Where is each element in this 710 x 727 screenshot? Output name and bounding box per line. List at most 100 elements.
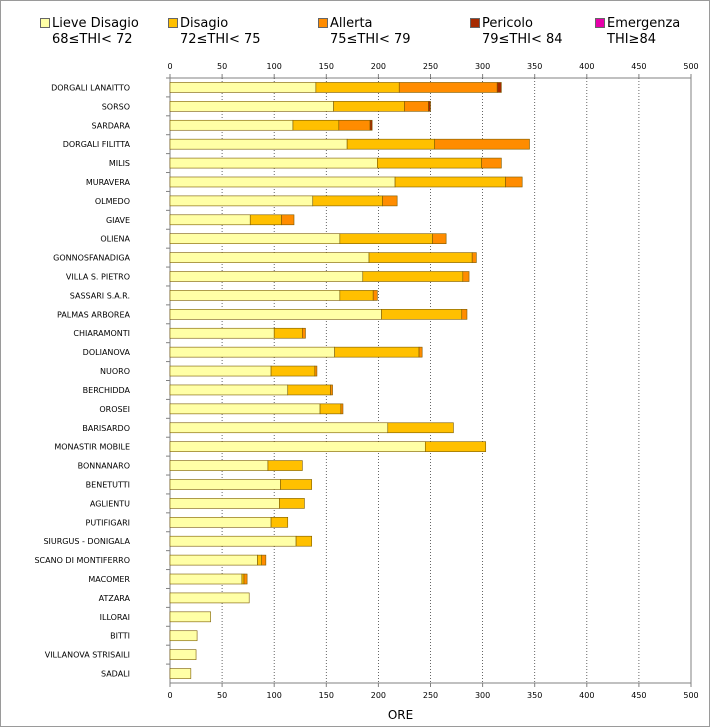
bar-segment [372, 290, 378, 301]
bar-segment [292, 119, 340, 131]
x-axis-label: ORE [388, 708, 413, 722]
category-label: ILLORAI [100, 613, 130, 622]
bar-segment [424, 441, 487, 452]
x-tick-label-top: 150 [319, 62, 334, 71]
category-label: VILLA S. PIETRO [66, 273, 130, 282]
bar-segment [169, 365, 272, 377]
x-tick-label-top: 50 [217, 62, 227, 71]
category-label: GONNOSFANADIGA [53, 254, 130, 263]
bar-segment [369, 119, 373, 131]
bar-segment [257, 554, 262, 566]
bar-segment [169, 479, 281, 490]
category-label: BONNANARO [78, 462, 130, 471]
legend-range: 72≤THI< 75 [180, 32, 261, 47]
bar-segment [169, 119, 294, 131]
bar-segment [428, 101, 431, 112]
legend-range: 79≤THI< 84 [482, 32, 563, 47]
bar-segment [169, 138, 348, 150]
bar-segment [169, 554, 258, 566]
bar-segment [434, 138, 530, 150]
category-label: DOLIANOVA [83, 348, 131, 357]
bar-segment [169, 157, 378, 169]
legend-name: Pericolo [482, 16, 533, 31]
category-label: OLMEDO [95, 197, 130, 206]
category-label: BITTI [110, 632, 130, 641]
x-tick-label-bottom: 350 [527, 691, 542, 700]
legend-name: Emergenza [607, 16, 681, 31]
category-label: PUTIFIGARI [86, 518, 130, 527]
category-label: NUORO [100, 367, 130, 376]
bar-segment [362, 271, 464, 282]
bar-segment [382, 195, 398, 207]
bar-segment [496, 82, 502, 93]
bar-segment [169, 611, 211, 623]
x-tick-label-top: 350 [527, 62, 542, 71]
bar-segment [243, 573, 248, 585]
category-label: GIAVE [106, 216, 130, 225]
bar-segment [169, 441, 426, 452]
x-tick-label-bottom: 0 [167, 691, 172, 700]
bar-segment [169, 252, 370, 263]
bar-segment [169, 271, 364, 282]
bar-segment [169, 346, 335, 358]
bar-segment [505, 176, 523, 188]
bar-segment [432, 233, 447, 245]
category-label: SORSO [102, 102, 130, 111]
bar-segment [377, 157, 482, 169]
legend-swatch [168, 18, 178, 28]
bar-segment [169, 233, 341, 245]
category-label: DORGALI LANAITTO [51, 83, 130, 92]
bar-segment [334, 346, 420, 358]
bar-segment [169, 498, 280, 509]
legend-range: 75≤THI< 79 [330, 32, 411, 47]
bar-segment [169, 649, 197, 660]
x-tick-label-top: 500 [683, 62, 698, 71]
category-label: BARISARDO [82, 424, 130, 433]
x-tick-label-bottom: 500 [683, 691, 698, 700]
legend: Lieve Disagio 68≤THI< 72 Disagio 72≤THI<… [0, 0, 708, 56]
category-label: BERCHIDDA [83, 386, 131, 395]
bar-segment [404, 101, 429, 112]
bar-segment [169, 214, 251, 226]
category-label: BENETUTTI [86, 480, 130, 489]
bar-segment [281, 214, 295, 226]
bar-segment [241, 573, 245, 585]
category-label: MACOMER [88, 575, 130, 584]
bar-segment [280, 479, 313, 490]
bar-segment [333, 101, 405, 112]
bar-segment [169, 535, 297, 547]
bar-segment [169, 176, 396, 188]
bar-segment [319, 403, 342, 415]
bar-segment [169, 290, 341, 301]
bar-segment [471, 252, 477, 263]
x-tick-label-bottom: 450 [631, 691, 646, 700]
legend-range: THI≥84 [607, 32, 656, 47]
bar-segment [346, 138, 435, 150]
x-tick-label-top: 300 [475, 62, 490, 71]
category-label: CHIARAMONTI [73, 329, 130, 338]
category-label: ATZARA [99, 594, 131, 603]
bar-segment [330, 384, 333, 396]
bar-segment [302, 327, 306, 339]
bar-segment [279, 498, 305, 509]
bar-segment [461, 309, 468, 320]
bar-segment [315, 82, 400, 93]
bar-segment [169, 668, 192, 679]
bar-segment [340, 403, 344, 415]
category-label: SADALI [101, 670, 130, 679]
x-tick-label-top: 200 [371, 62, 386, 71]
legend-name: Lieve Disagio [52, 16, 139, 31]
bar-segment [295, 535, 313, 547]
x-tick-label-bottom: 400 [579, 691, 594, 700]
legend-name: Allerta [330, 16, 373, 31]
bar-segment [287, 384, 331, 396]
category-label: PALMAS ARBOREA [57, 310, 131, 319]
legend-swatch [595, 18, 605, 28]
bar-segment [339, 233, 433, 245]
category-label: OROSEI [99, 405, 130, 414]
bar-segment [418, 346, 423, 358]
category-label: AGLIENTU [90, 499, 130, 508]
x-tick-label-top: 450 [631, 62, 646, 71]
bar-segment [267, 460, 303, 471]
